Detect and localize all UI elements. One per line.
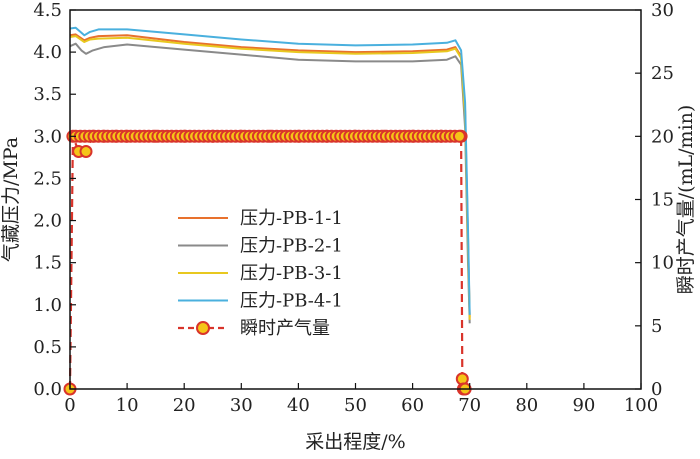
legend-label: 压力-PB-4-1 [240,291,343,312]
x-tick-label: 0 [64,395,75,416]
legend-label: 压力-PB-3-1 [240,263,343,284]
y-right-tick-label: 25 [651,63,674,84]
x-tick-label: 50 [344,395,367,416]
y-left-tick-label: 3.0 [33,126,62,147]
legend-label: 压力-PB-2-1 [240,236,343,257]
x-tick-label: 60 [401,395,424,416]
x-tick-label: 40 [287,395,310,416]
x-tick-label: 10 [116,395,139,416]
y-left-tick-label: 3.5 [33,84,62,105]
x-tick-label: 70 [458,395,481,416]
y-right-tick-label: 15 [651,190,674,211]
plot-frame [69,9,642,390]
legend-marker [196,321,210,335]
gas-rate-marker [452,129,466,143]
legend-label: 瞬时产气量 [240,318,330,339]
x-tick-label: 20 [173,395,196,416]
y-right-tick-label: 0 [651,379,662,400]
legend-label: 压力-PB-1-1 [240,208,343,229]
y-right-tick-label: 10 [651,253,674,274]
y-left-tick-label: 0.0 [33,379,62,400]
y-left-tick-label: 0.5 [33,337,62,358]
y-right-tick-label: 5 [651,316,662,337]
y-right-tick-label: 30 [651,0,674,21]
y-left-tick-label: 2.5 [33,168,62,189]
x-tick-label: 100 [624,395,658,416]
y-left-tick-label: 2.0 [33,211,62,232]
y-right-axis-title: 瞬时产气量/(mL/min) [675,105,697,295]
gas-rate-marker [79,145,93,158]
x-tick-label: 90 [572,395,595,416]
y-left-tick-label: 4.5 [33,0,62,21]
y-right-tick-label: 20 [651,126,674,147]
x-tick-label: 80 [515,395,538,416]
y-left-axis-title: 气藏压力/MPa [0,137,22,262]
y-left-tick-label: 4.0 [33,42,62,63]
x-tick-label: 30 [230,395,253,416]
series-line-4 [69,26,471,315]
y-left-tick-label: 1.0 [33,295,62,316]
x-axis-title: 采出程度/% [305,431,405,453]
y-left-tick-label: 1.5 [33,253,62,274]
